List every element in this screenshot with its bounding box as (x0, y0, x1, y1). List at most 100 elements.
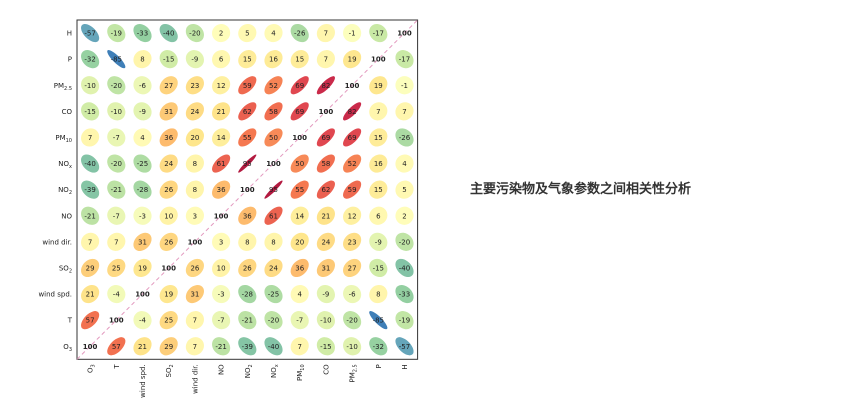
matrix-cell: -25 (133, 154, 152, 173)
matrix-cell: 4 (133, 128, 152, 147)
cell-value-label: -4 (113, 291, 121, 299)
correlation-ellipse (159, 180, 178, 199)
matrix-cell: 7 (81, 232, 100, 251)
matrix-cell: 3 (185, 206, 204, 225)
correlation-ellipse (395, 154, 414, 173)
correlation-ellipse (185, 76, 204, 95)
matrix-cell: 21 (133, 337, 152, 356)
correlation-ellipse (185, 284, 204, 304)
chart-caption: 主要污染物及气象参数之间相关性分析 (470, 182, 692, 197)
correlation-ellipse (343, 23, 362, 43)
cell-value-label: 100 (188, 238, 203, 246)
matrix-cell: 100 (188, 238, 203, 246)
correlation-ellipse (369, 154, 388, 173)
cell-value-label: 19 (164, 291, 173, 299)
cell-value-label: 100 (240, 186, 255, 194)
cell-value-label: -1 (401, 82, 408, 90)
correlation-ellipse (185, 258, 204, 278)
matrix-cell: 100 (83, 343, 98, 351)
row-label: T (67, 317, 73, 325)
correlation-ellipse (238, 284, 257, 304)
row-label: SO2 (59, 264, 72, 274)
matrix-cell: -10 (316, 311, 335, 330)
correlation-ellipse (81, 23, 100, 43)
matrix-cell: 2 (395, 206, 414, 225)
matrix-cell: -20 (395, 232, 414, 251)
correlation-ellipse (159, 284, 178, 304)
correlation-ellipse (212, 23, 231, 43)
matrix-cell: 36 (290, 258, 309, 278)
matrix-cell: -28 (133, 180, 152, 199)
cell-value-label: -4 (139, 317, 147, 325)
matrix-cell: -32 (81, 50, 100, 69)
correlation-ellipse (264, 102, 283, 121)
correlation-ellipse (316, 180, 335, 199)
cell-value-label: 16 (269, 56, 278, 64)
correlation-ellipse (159, 23, 178, 43)
matrix-cell: 7 (81, 128, 100, 147)
cell-value-label: 7 (88, 238, 92, 246)
matrix-cell: -9 (185, 50, 204, 69)
plot-area: -57 -19 -33 -40 -20 2 5 4 -26 7 -1 -17 100-32 -85 8 -15… (76, 19, 419, 360)
correlation-ellipse (343, 311, 362, 330)
matrix-cell: 4 (290, 284, 309, 304)
cell-value-label: 24 (321, 238, 330, 246)
cell-value-label: -6 (349, 291, 357, 299)
matrix-cell: 16 (264, 50, 283, 69)
matrix-cell: 8 (369, 284, 388, 304)
matrix-cell: -32 (369, 337, 388, 356)
cell-value-label: -25 (137, 160, 148, 168)
correlation-ellipse (264, 180, 283, 199)
cell-value-label: 6 (219, 56, 224, 64)
cell-value-label: 50 (269, 134, 278, 142)
matrix-cell: 27 (343, 258, 362, 278)
cell-value-label: 36 (243, 212, 252, 220)
correlation-ellipse (159, 232, 178, 251)
cell-value-label: 52 (269, 82, 278, 90)
cell-value-label: 61 (269, 212, 278, 220)
matrix-cell: 15 (290, 50, 309, 69)
cell-value-label: -3 (139, 212, 146, 220)
row-labels: H P PM2.5 CO PM10 NOx NO2 NO wind dir. SO2 wind sp… (38, 30, 72, 353)
matrix-cell: 26 (185, 258, 204, 278)
matrix-cell: 20 (290, 232, 309, 251)
correlation-ellipse (343, 102, 362, 121)
correlation-ellipse (107, 258, 126, 278)
correlation-ellipse (107, 232, 126, 251)
correlation-ellipse (395, 102, 414, 121)
matrix-cell: 7 (395, 102, 414, 121)
cell-value-label: 8 (271, 238, 275, 246)
cell-value-label: 82 (348, 108, 357, 116)
matrix-cell: -20 (264, 311, 283, 330)
matrix-cell: 100 (240, 186, 255, 194)
correlation-ellipse (81, 180, 100, 199)
cell-value-label: -19 (111, 30, 122, 38)
matrix-cell: 7 (316, 23, 335, 43)
cell-value-label: 12 (348, 212, 357, 220)
correlation-ellipse (343, 50, 362, 69)
correlation-ellipse (212, 128, 231, 147)
correlation-ellipse (316, 50, 335, 69)
matrix-cell: 69 (290, 102, 309, 121)
matrix-cell: 15 (369, 180, 388, 199)
matrix-cell: 15 (369, 128, 388, 147)
correlation-ellipse (81, 50, 100, 69)
cell-value-label: 27 (164, 82, 173, 90)
matrix-cell: 19 (343, 50, 362, 69)
matrix-cell: -26 (290, 23, 309, 43)
correlation-ellipse (369, 206, 388, 225)
cell-value-label: -20 (268, 317, 279, 325)
cell-value-label: -7 (296, 317, 303, 325)
cell-value-label: 14 (295, 212, 304, 220)
correlation-ellipse (185, 50, 204, 69)
matrix-cell: -33 (133, 23, 152, 43)
column-label: PM2.5 (349, 364, 359, 382)
cell-value-label: 58 (269, 108, 278, 116)
matrix-cell: 62 (316, 180, 335, 199)
correlation-ellipse (81, 258, 100, 278)
correlation-ellipse (159, 206, 178, 225)
cell-value-label: 100 (292, 134, 307, 142)
correlation-ellipse (238, 154, 257, 173)
correlation-ellipse (212, 258, 231, 278)
